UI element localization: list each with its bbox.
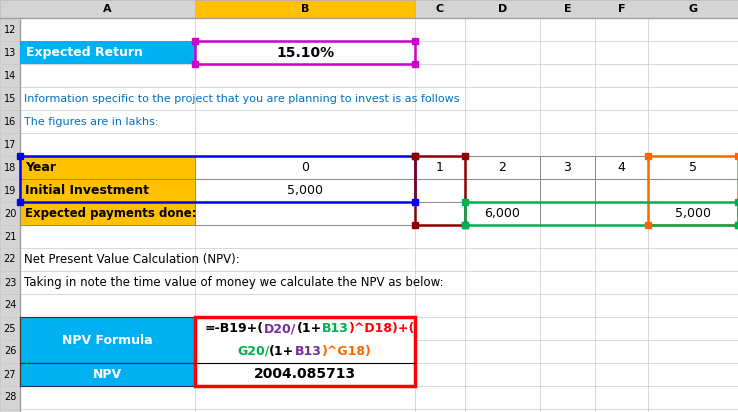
Text: 25: 25	[4, 323, 16, 333]
Text: 2: 2	[499, 161, 506, 174]
Text: 0: 0	[301, 161, 309, 174]
Text: E: E	[564, 4, 571, 14]
Text: D20/: D20/	[264, 322, 297, 335]
Bar	[0, 0, 738, 18]
Text: 14: 14	[4, 70, 16, 80]
Text: Net Present Value Calculation (NPV):: Net Present Value Calculation (NPV):	[24, 253, 240, 266]
Bar	[648, 156, 738, 225]
Text: 5,000: 5,000	[675, 207, 711, 220]
Bar	[20, 179, 195, 202]
Text: 19: 19	[4, 185, 16, 196]
Text: 17: 17	[4, 140, 16, 150]
Text: B13: B13	[294, 345, 322, 358]
Text: )^D18)+(: )^D18)+(	[348, 322, 415, 335]
Text: (1+: (1+	[297, 322, 322, 335]
Text: Initial Investment: Initial Investment	[25, 184, 149, 197]
Text: 24: 24	[4, 300, 16, 311]
Text: The figures are in lakhs:: The figures are in lakhs:	[24, 117, 159, 126]
Text: Year: Year	[25, 161, 56, 174]
Text: 18: 18	[4, 162, 16, 173]
Bar	[20, 202, 195, 225]
Text: 4: 4	[618, 161, 625, 174]
Text: Expected payments done:: Expected payments done:	[25, 207, 196, 220]
Text: 26: 26	[4, 346, 16, 356]
Text: C: C	[436, 4, 444, 14]
Text: Taking in note the time value of money we calculate the NPV as below:: Taking in note the time value of money w…	[24, 276, 444, 289]
Text: NPV Formula: NPV Formula	[62, 333, 153, 346]
Text: A: A	[103, 4, 112, 14]
Bar	[195, 41, 415, 64]
Text: 21: 21	[4, 232, 16, 241]
Text: D: D	[498, 4, 507, 14]
Text: NPV: NPV	[93, 368, 122, 381]
Bar	[195, 317, 415, 386]
Bar	[465, 202, 738, 225]
Bar	[0, 18, 20, 412]
Text: 15: 15	[4, 94, 16, 103]
Text: 2004.085713: 2004.085713	[254, 368, 356, 382]
Text: 28: 28	[4, 393, 16, 403]
Bar	[20, 41, 195, 64]
Text: 20: 20	[4, 208, 16, 218]
Text: 12: 12	[4, 24, 16, 35]
Text: )^G18): )^G18)	[322, 345, 371, 358]
Bar	[20, 363, 195, 386]
Text: G: G	[689, 4, 697, 14]
Text: 22: 22	[4, 255, 16, 265]
Text: 5: 5	[689, 161, 697, 174]
Text: (1+: (1+	[269, 345, 294, 358]
Text: 6,000: 6,000	[485, 207, 520, 220]
Text: 5,000: 5,000	[287, 184, 323, 197]
Text: 1: 1	[436, 161, 444, 174]
Bar	[415, 156, 465, 225]
Bar	[195, 0, 415, 18]
Bar	[20, 156, 415, 202]
Text: B13: B13	[322, 322, 348, 335]
Text: Expected Return: Expected Return	[26, 46, 143, 59]
Text: F: F	[618, 4, 625, 14]
Text: G20/: G20/	[237, 345, 269, 358]
Bar	[20, 317, 195, 363]
Text: 15.10%: 15.10%	[276, 45, 334, 59]
Text: B: B	[301, 4, 309, 14]
Text: =-B19+(: =-B19+(	[205, 322, 264, 335]
Text: 3: 3	[564, 161, 571, 174]
Bar	[20, 156, 195, 179]
Text: 16: 16	[4, 117, 16, 126]
Text: 27: 27	[4, 370, 16, 379]
Text: Information specific to the project that you are planning to invest is as follow: Information specific to the project that…	[24, 94, 460, 103]
Text: 13: 13	[4, 47, 16, 58]
Text: 23: 23	[4, 278, 16, 288]
